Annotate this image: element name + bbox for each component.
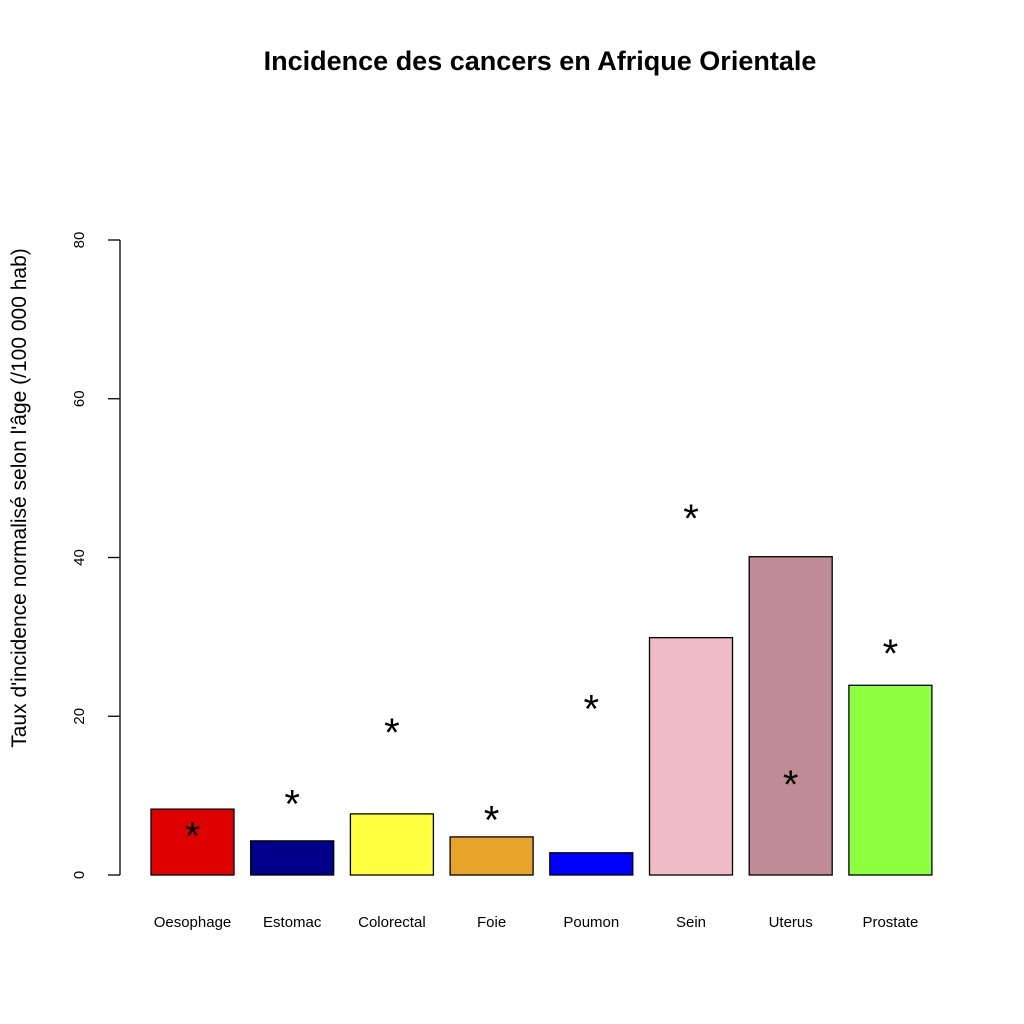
marker-oesophage: * <box>185 814 201 858</box>
bar-estomac <box>250 840 335 876</box>
markers-group: * * * * * * * * <box>185 497 898 859</box>
y-tick-label-40: 40 <box>71 549 88 566</box>
bar-colorectal <box>349 813 435 876</box>
y-tick-label-80: 80 <box>71 232 88 249</box>
bar-uterus <box>748 556 833 876</box>
bar-foie <box>449 836 534 876</box>
category-label-sein: Sein <box>676 914 706 931</box>
y-axis: 0 20 40 60 80 <box>71 232 121 879</box>
y-tick-label-60: 60 <box>71 390 88 407</box>
marker-foie: * <box>484 799 500 843</box>
category-label-prostate: Prostate <box>862 914 918 931</box>
bars-group <box>150 556 933 876</box>
y-axis-label: Taux d'incidence normalisé selon l'âge (… <box>8 248 31 748</box>
marker-poumon: * <box>584 687 600 731</box>
bar-sein <box>648 637 734 876</box>
y-tick-label-0: 0 <box>71 871 88 879</box>
category-label-estomac: Estomac <box>263 914 322 931</box>
chart-title: Incidence des cancers en Afrique Orienta… <box>264 46 817 76</box>
bar-poumon <box>549 852 634 876</box>
y-tick-label-20: 20 <box>71 708 88 725</box>
category-label-poumon: Poumon <box>563 914 619 931</box>
bar-oesophage <box>150 808 235 876</box>
marker-estomac: * <box>284 783 300 827</box>
marker-prostate: * <box>883 632 899 676</box>
category-label-uterus: Uterus <box>769 914 813 931</box>
category-labels: Oesophage Estomac Colorectal Foie Poumon Sein… <box>154 914 919 931</box>
category-label-colorectal: Colorectal <box>358 914 426 931</box>
category-label-oesophage: Oesophage <box>154 914 232 931</box>
marker-colorectal: * <box>384 711 400 755</box>
bar-prostate <box>848 684 933 876</box>
marker-uterus: * <box>783 763 799 807</box>
category-label-foie: Foie <box>477 914 506 931</box>
marker-sein: * <box>683 497 699 541</box>
